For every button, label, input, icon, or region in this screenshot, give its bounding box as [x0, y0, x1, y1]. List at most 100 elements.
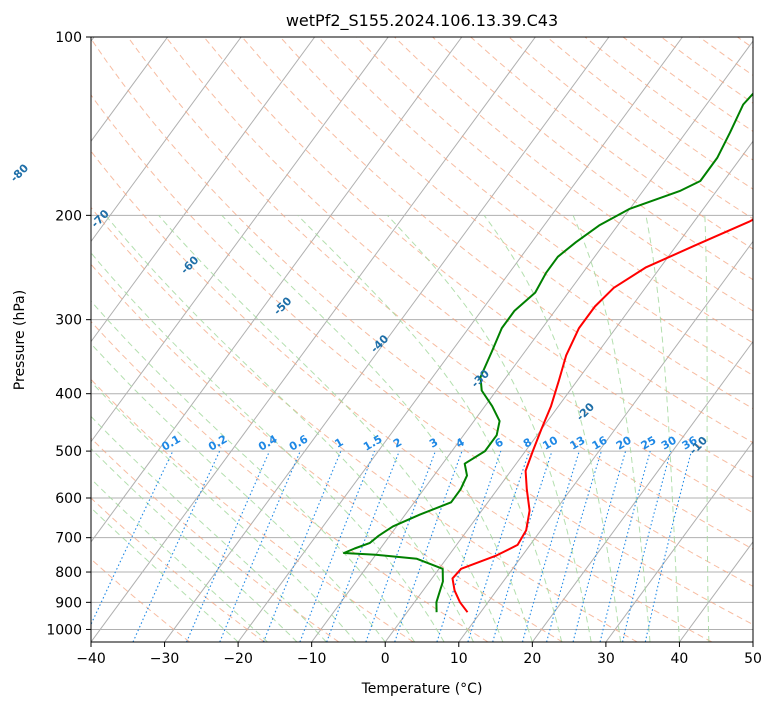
isotherm-line — [752, 641, 753, 642]
isotherm-line — [91, 37, 316, 343]
mixing-ratio-label: 0.6 — [287, 432, 311, 453]
grid-layer — [91, 37, 753, 642]
dry-adiabat-line — [432, 37, 753, 281]
moist-adiabat-line — [91, 507, 239, 642]
dry-adiabat-line — [91, 206, 638, 642]
moist-adiabat-line — [645, 215, 680, 642]
mixing-ratio-label: 0.2 — [206, 433, 229, 454]
chart-title: wetPf2_S155.2024.106.13.39.C43 — [286, 11, 558, 31]
mixing-ratio-label: 30 — [659, 433, 679, 452]
mixing-ratio-label: 3 — [427, 436, 440, 451]
y-tick-label: 400 — [55, 387, 82, 403]
temperature-line — [451, 218, 753, 613]
y-tick-label: 600 — [55, 491, 82, 507]
y-tick-label: 100 — [55, 30, 82, 46]
x-tick-label: 20 — [523, 651, 541, 667]
isotherm-line — [91, 37, 536, 642]
moist-adiabat-line — [704, 215, 710, 642]
dry-adiabat-line — [91, 263, 563, 642]
mixing-ratio-label: 10 — [540, 433, 560, 452]
isotherm-line — [164, 37, 610, 642]
mixing-ratio-label: 6 — [492, 435, 505, 450]
dry-adiabat-line — [546, 37, 753, 190]
moist-adiabat-line — [297, 214, 563, 642]
y-tick-label: 800 — [55, 565, 82, 581]
dry-adiabat-line — [91, 37, 753, 587]
y-tick-label: 900 — [55, 595, 82, 611]
dry-adiabat-line — [470, 37, 753, 250]
dry-adiabat-line — [91, 320, 489, 642]
mixing-ratio-line — [219, 450, 301, 642]
dry-adiabat-line — [356, 37, 753, 344]
moist-adiabat-line — [91, 415, 327, 642]
mixing-ratio-label: 0.4 — [256, 432, 280, 453]
mixing-ratio-line — [186, 450, 271, 642]
x-tick-label: 0 — [381, 651, 390, 667]
dry-adiabat-label: -80 — [8, 161, 31, 184]
mixing-ratio-line — [572, 450, 627, 642]
dry-adiabat-line — [394, 37, 753, 312]
dry-adiabat-label: -70 — [89, 207, 112, 230]
x-axis: −40 −30 −20 −10 0 10 20 30 40 50 — [76, 642, 762, 667]
y-tick-label: 700 — [55, 531, 82, 547]
mixing-ratio-line — [394, 450, 463, 642]
dry-adiabat-line — [127, 37, 753, 550]
dry-adiabat-line — [165, 37, 753, 514]
moist-adiabat-line — [386, 214, 592, 642]
mixing-ratio-line — [326, 450, 400, 642]
dry-adiabat-label: -20 — [574, 400, 597, 423]
mixing-ratio-line — [436, 450, 502, 642]
isotherm-line — [91, 37, 242, 243]
mixing-ratio-line — [91, 450, 174, 626]
moist-adiabat-line — [91, 478, 268, 642]
mixing-ratio-line — [467, 450, 530, 642]
x-tick-label: −40 — [76, 651, 106, 667]
mixing-ratio-label: 0.1 — [159, 433, 182, 454]
y-axis: 100 200 300 400 500 600 700 800 900 1000 — [46, 30, 91, 638]
isotherm-line — [237, 37, 683, 642]
dry-adiabat-line — [660, 37, 753, 104]
dry-adiabat-line — [279, 37, 753, 410]
x-tick-label: −30 — [150, 651, 180, 667]
dry-adiabat-line — [91, 497, 265, 642]
dry-adiabat-label: -40 — [368, 332, 391, 355]
mixing-ratio-label: 16 — [590, 433, 610, 452]
isotherm-line — [531, 340, 753, 642]
y-axis-label: Pressure (hPa) — [12, 290, 28, 390]
dry-adiabat-line — [622, 37, 753, 132]
dry-adiabat-line — [699, 37, 753, 76]
moist-adiabat-line — [91, 381, 357, 642]
mixing-ratio-label: 8 — [521, 436, 534, 451]
y-tick-label: 200 — [55, 208, 82, 224]
mixing-ratio-label: 4 — [454, 435, 467, 450]
moist-adiabat-line — [105, 214, 474, 642]
mixing-ratio-line — [365, 450, 436, 642]
dry-adiabat-line — [91, 378, 414, 642]
isotherm-line — [91, 37, 389, 443]
y-tick-label: 500 — [55, 444, 82, 460]
isotherm-line — [91, 37, 168, 143]
x-tick-label: 10 — [450, 651, 468, 667]
moist-adiabat-line — [483, 215, 622, 642]
moist-adiabat-line — [91, 342, 386, 642]
dry-adiabat-label: -30 — [469, 367, 492, 390]
moist-adiabat-line — [91, 447, 298, 642]
x-tick-label: −20 — [223, 651, 253, 667]
x-axis-label: Temperature (°C) — [361, 681, 483, 697]
moist-adiabat-line — [221, 214, 533, 642]
mixing-ratio-line — [492, 450, 553, 642]
x-tick-label: 30 — [597, 651, 615, 667]
mixing-ratio-label: 1.5 — [361, 433, 384, 454]
x-tick-label: 40 — [671, 651, 689, 667]
isotherm-line — [679, 541, 753, 642]
mixing-ratio-label: 1 — [333, 436, 346, 451]
series-layer — [342, 92, 753, 613]
y-tick-label: 300 — [55, 313, 82, 329]
mixing-ratio-line — [521, 450, 580, 642]
mixing-ratio-line — [546, 450, 602, 642]
moist-adiabat-line — [91, 300, 416, 642]
mixing-ratio-line — [262, 450, 342, 642]
mixing-ratio-label: 25 — [639, 434, 659, 453]
y-tick-label: 1000 — [46, 622, 82, 638]
moist-adiabat-line — [572, 215, 651, 642]
